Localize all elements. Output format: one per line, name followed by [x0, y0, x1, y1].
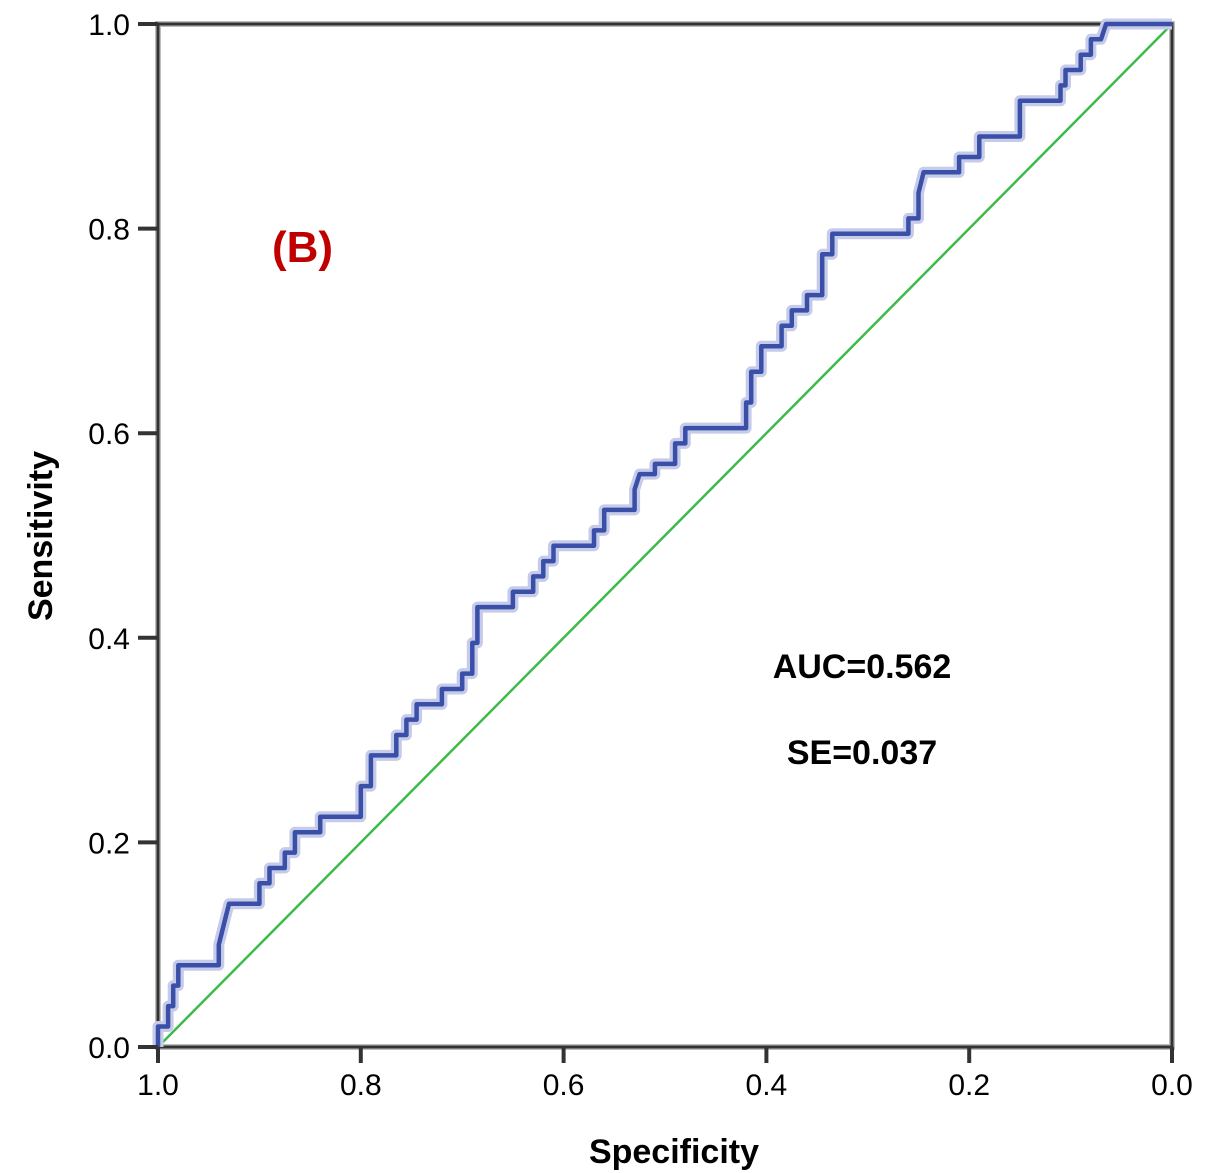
x-tick-label: 1.0 — [137, 1069, 179, 1102]
x-tick-label: 0.8 — [340, 1069, 382, 1102]
x-tick-label: 0.0 — [1151, 1069, 1193, 1102]
y-axis-ticks: 0.0 0.2 0.4 0.6 0.8 1.0 — [88, 9, 158, 1065]
y-tick-label: 0.6 — [88, 418, 130, 451]
roc-curve-layer — [152, 18, 1172, 1047]
x-axis-ticks: 1.0 0.8 0.6 0.4 0.2 0.0 — [137, 1047, 1193, 1102]
x-axis-title: Specificity — [589, 1133, 759, 1171]
plot-border — [156, 22, 1174, 1049]
auc-annotation: AUC=0.562 — [773, 648, 952, 686]
x-tick-label: 0.2 — [948, 1069, 990, 1102]
panel-label: (B) — [272, 223, 333, 272]
x-tick-label: 0.4 — [746, 1069, 788, 1102]
y-tick-label: 0.0 — [88, 1032, 130, 1065]
y-tick-label: 1.0 — [88, 9, 130, 42]
reference-line-layer — [157, 23, 1173, 1048]
se-annotation: SE=0.037 — [787, 734, 937, 772]
y-tick-label: 0.8 — [88, 214, 130, 247]
y-tick-label: 0.4 — [88, 623, 130, 656]
reference-line — [157, 23, 1173, 1048]
x-tick-label: 0.6 — [543, 1069, 585, 1102]
roc-curve — [155, 21, 1172, 1047]
plot-frame — [155, 21, 1175, 1050]
y-tick-label: 0.2 — [88, 827, 130, 860]
y-axis-title: Sensitivity — [22, 451, 60, 621]
